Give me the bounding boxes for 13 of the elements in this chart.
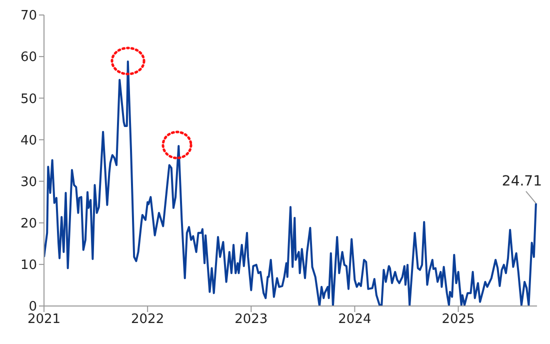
x-tick-label: 2021 — [27, 312, 61, 328]
x-tick-label: 2025 — [442, 312, 475, 328]
annotation: 24.71 — [502, 173, 542, 190]
y-tick-label: 40 — [20, 133, 37, 148]
y-tick-label: 60 — [20, 50, 37, 66]
y-tick-label: 10 — [20, 258, 37, 274]
y-tick-label: 30 — [20, 174, 37, 190]
y-tick-label: 20 — [20, 216, 37, 232]
y-tick-label: 70 — [20, 8, 37, 24]
x-tick-label: 2022 — [131, 312, 164, 328]
x-tick-label: 2024 — [338, 312, 372, 328]
y-tick-label: 50 — [20, 92, 37, 107]
x-tick-label: 2023 — [234, 312, 268, 328]
